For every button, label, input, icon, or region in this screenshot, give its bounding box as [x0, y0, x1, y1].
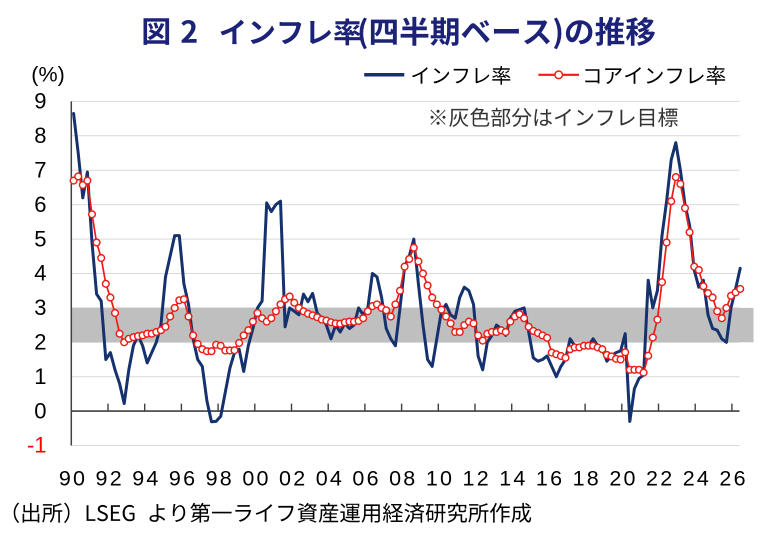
svg-text:04: 04	[316, 466, 344, 490]
svg-text:96: 96	[169, 466, 197, 490]
svg-text:7: 7	[34, 157, 46, 182]
svg-text:(%): (%)	[31, 63, 64, 87]
svg-text:18: 18	[573, 466, 601, 490]
svg-text:6: 6	[34, 192, 46, 217]
svg-text:92: 92	[96, 466, 124, 490]
svg-text:12: 12	[463, 466, 491, 490]
svg-text:22: 22	[646, 466, 674, 490]
svg-text:98: 98	[206, 466, 234, 490]
svg-text:3: 3	[34, 295, 46, 320]
svg-text:16: 16	[536, 466, 564, 490]
svg-text:20: 20	[609, 466, 637, 490]
svg-text:26: 26	[719, 466, 747, 490]
svg-text:2: 2	[34, 330, 46, 355]
svg-text:90: 90	[59, 466, 87, 490]
svg-text:8: 8	[34, 123, 46, 148]
svg-text:94: 94	[132, 466, 160, 490]
svg-text:14: 14	[499, 466, 527, 490]
svg-text:1: 1	[34, 364, 46, 389]
svg-text:9: 9	[34, 89, 46, 114]
svg-text:02: 02	[279, 466, 307, 490]
svg-text:00: 00	[242, 466, 270, 490]
svg-text:-1: -1	[27, 433, 47, 458]
svg-text:06: 06	[352, 466, 380, 490]
svg-text:5: 5	[34, 226, 46, 251]
svg-text:24: 24	[683, 466, 711, 490]
svg-text:10: 10	[426, 466, 454, 490]
svg-text:4: 4	[34, 261, 46, 286]
svg-text:0: 0	[34, 398, 46, 423]
svg-text:08: 08	[389, 466, 417, 490]
